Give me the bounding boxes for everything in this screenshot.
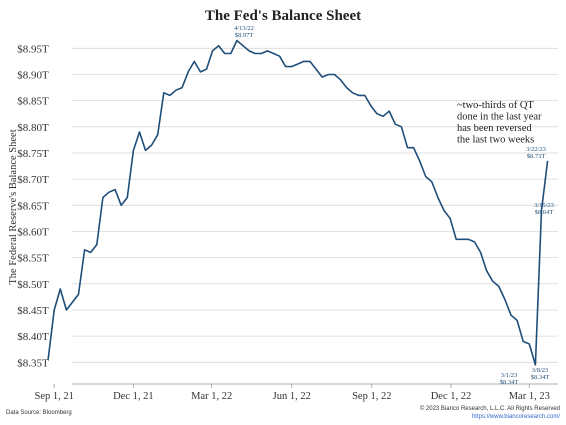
- series-line: [47, 39, 549, 366]
- annotation-date: 4/13/22: [234, 25, 254, 32]
- y-tick-label: $8.95T: [17, 43, 49, 55]
- x-tick-label: Sep 1, 22: [352, 391, 391, 402]
- annotation-value: $8.97T: [235, 32, 254, 39]
- y-tick-label: $8.50T: [17, 279, 49, 291]
- y-tick-label: $8.70T: [17, 174, 49, 186]
- annotation-value: $8.34T: [500, 379, 519, 386]
- y-tick-label: $8.75T: [17, 148, 49, 160]
- copyright: © 2023 Bianco Research, L.L.C. All Right…: [420, 405, 560, 412]
- grid: [72, 47, 558, 363]
- series-layer: [47, 39, 549, 366]
- note-line: has been reversed: [457, 123, 532, 134]
- source-link[interactable]: https://www.biancoresearch.com/: [472, 414, 560, 420]
- x-tick-label: Sep 1, 21: [34, 391, 73, 402]
- y-axis-label: The Federal Reserve's Balance Sheet: [8, 129, 19, 284]
- x-tick-label: Dec 1, 22: [431, 391, 472, 402]
- y-tick-label: $8.85T: [17, 96, 49, 108]
- annotation-value: $8.73T: [527, 153, 546, 160]
- x-axis: Sep 1, 21 Dec 1, 21 Mar 1, 22 Jun 1, 22 Sep …: [34, 383, 558, 402]
- x-tick-label: Mar 1, 22: [191, 391, 232, 402]
- y-tick-label: $8.45T: [17, 305, 49, 317]
- x-tick-label: Dec 1, 21: [113, 391, 154, 402]
- annotations: 4/13/22$8.97T 3/22/23$8.73T 3/15/23$8.64T 3…: [234, 25, 554, 386]
- chart-title: The Fed's Balance Sheet: [205, 8, 361, 24]
- data-source: Data Source: Bloomberg: [6, 410, 72, 416]
- annotation-date: 3/15/23: [534, 202, 554, 209]
- annotation-date: 3/8/23: [532, 367, 549, 374]
- y-tick-label: $8.40T: [17, 331, 49, 343]
- annotation-date: 3/1/23: [501, 372, 518, 379]
- y-axis: $8.35T $8.40T $8.45T $8.50T $8.55T $8.60T $8.6…: [17, 43, 49, 369]
- y-tick-label: $8.35T: [17, 357, 49, 369]
- note-line: ~two-thirds of QT: [457, 100, 534, 111]
- y-tick-label: $8.80T: [17, 122, 49, 134]
- note-line: the last two weeks: [457, 135, 534, 146]
- y-tick-label: $8.65T: [17, 200, 49, 212]
- annotation-date: 3/22/23: [526, 146, 546, 153]
- annotation-value: $8.34T: [531, 374, 550, 381]
- note-line: done in the last year: [457, 112, 542, 123]
- y-tick-label: $8.90T: [17, 69, 49, 81]
- x-tick-label: Jun 1, 22: [273, 391, 311, 402]
- annotation-value: $8.64T: [535, 209, 554, 216]
- x-tick-label: Mar 1, 23: [509, 391, 550, 402]
- y-tick-label: $8.55T: [17, 253, 49, 265]
- y-tick-label: $8.60T: [17, 226, 49, 238]
